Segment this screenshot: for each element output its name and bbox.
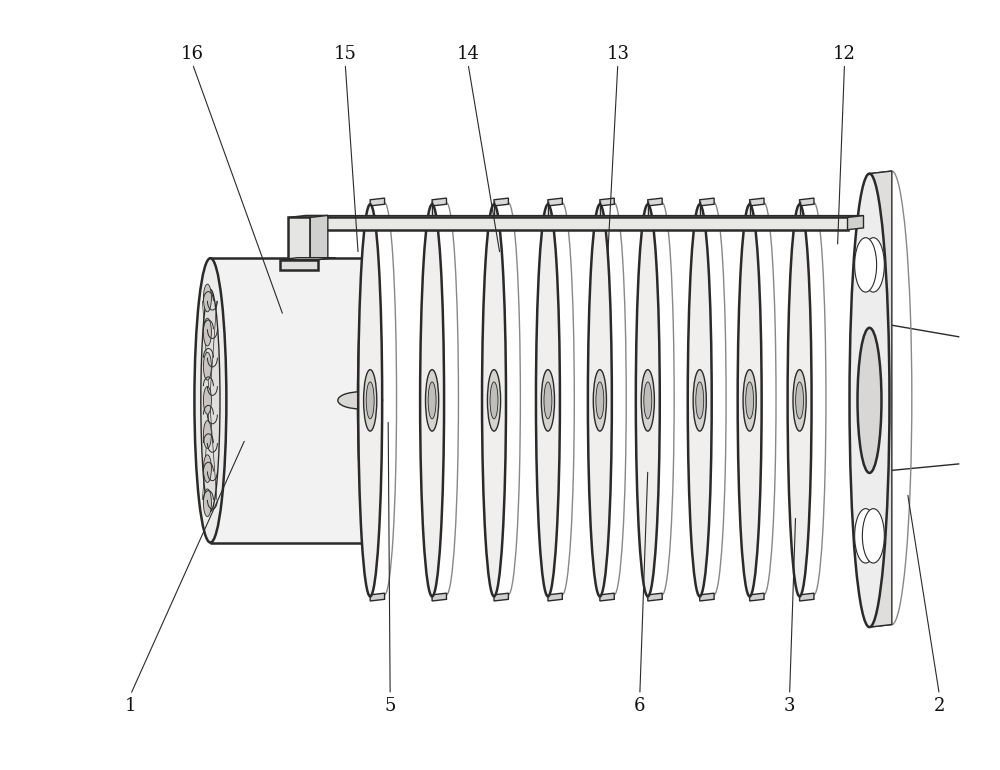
Ellipse shape bbox=[855, 509, 877, 563]
Polygon shape bbox=[494, 593, 508, 601]
Ellipse shape bbox=[793, 370, 806, 431]
Polygon shape bbox=[310, 216, 328, 259]
Polygon shape bbox=[310, 217, 848, 229]
Ellipse shape bbox=[203, 489, 211, 517]
Ellipse shape bbox=[588, 204, 612, 597]
Ellipse shape bbox=[490, 382, 498, 419]
Ellipse shape bbox=[536, 204, 560, 597]
Polygon shape bbox=[700, 198, 714, 206]
Ellipse shape bbox=[693, 370, 706, 431]
Ellipse shape bbox=[746, 382, 754, 419]
Text: 12: 12 bbox=[833, 45, 856, 63]
Ellipse shape bbox=[862, 238, 884, 292]
Ellipse shape bbox=[358, 204, 382, 597]
Text: 2: 2 bbox=[934, 698, 945, 715]
Text: 3: 3 bbox=[784, 698, 795, 715]
Polygon shape bbox=[370, 198, 385, 206]
Polygon shape bbox=[750, 198, 764, 206]
Ellipse shape bbox=[428, 382, 436, 419]
Ellipse shape bbox=[364, 370, 377, 431]
Polygon shape bbox=[848, 216, 863, 229]
Polygon shape bbox=[370, 593, 385, 601]
Ellipse shape bbox=[194, 258, 226, 543]
Ellipse shape bbox=[636, 204, 660, 597]
Polygon shape bbox=[700, 593, 714, 601]
Polygon shape bbox=[280, 258, 336, 259]
Ellipse shape bbox=[738, 204, 762, 597]
Text: 5: 5 bbox=[384, 698, 396, 715]
Ellipse shape bbox=[596, 382, 604, 419]
Ellipse shape bbox=[338, 392, 383, 409]
Ellipse shape bbox=[858, 328, 881, 473]
Ellipse shape bbox=[641, 370, 654, 431]
Text: 14: 14 bbox=[457, 45, 479, 63]
Ellipse shape bbox=[203, 387, 211, 414]
Ellipse shape bbox=[862, 509, 884, 563]
Ellipse shape bbox=[420, 204, 444, 597]
Polygon shape bbox=[800, 198, 814, 206]
Polygon shape bbox=[288, 217, 310, 259]
Polygon shape bbox=[288, 216, 328, 217]
Polygon shape bbox=[648, 593, 662, 601]
Ellipse shape bbox=[788, 204, 812, 597]
Ellipse shape bbox=[688, 204, 712, 597]
Ellipse shape bbox=[796, 382, 804, 419]
Ellipse shape bbox=[644, 382, 652, 419]
Ellipse shape bbox=[850, 173, 889, 627]
Text: 15: 15 bbox=[334, 45, 357, 63]
Polygon shape bbox=[548, 593, 562, 601]
Ellipse shape bbox=[426, 370, 439, 431]
Polygon shape bbox=[750, 593, 764, 601]
Polygon shape bbox=[600, 593, 614, 601]
Ellipse shape bbox=[203, 284, 211, 312]
Ellipse shape bbox=[201, 290, 220, 511]
Ellipse shape bbox=[203, 318, 211, 346]
Polygon shape bbox=[800, 593, 814, 601]
Ellipse shape bbox=[203, 420, 211, 448]
Ellipse shape bbox=[203, 353, 211, 380]
Ellipse shape bbox=[696, 382, 704, 419]
Polygon shape bbox=[432, 593, 446, 601]
Ellipse shape bbox=[544, 382, 552, 419]
Polygon shape bbox=[548, 198, 562, 206]
Polygon shape bbox=[280, 259, 318, 270]
Polygon shape bbox=[210, 258, 370, 543]
Ellipse shape bbox=[593, 370, 606, 431]
Polygon shape bbox=[310, 216, 863, 217]
Polygon shape bbox=[648, 198, 662, 206]
Ellipse shape bbox=[855, 238, 877, 292]
Text: 6: 6 bbox=[634, 698, 646, 715]
Ellipse shape bbox=[541, 370, 555, 431]
Ellipse shape bbox=[203, 455, 211, 483]
Polygon shape bbox=[432, 198, 446, 206]
Text: 16: 16 bbox=[181, 45, 204, 63]
Polygon shape bbox=[600, 198, 614, 206]
Polygon shape bbox=[494, 198, 508, 206]
Text: 1: 1 bbox=[125, 698, 136, 715]
Ellipse shape bbox=[743, 370, 756, 431]
Text: 13: 13 bbox=[606, 45, 629, 63]
Ellipse shape bbox=[487, 370, 501, 431]
Polygon shape bbox=[869, 171, 892, 627]
Ellipse shape bbox=[482, 204, 506, 597]
Ellipse shape bbox=[366, 382, 374, 419]
